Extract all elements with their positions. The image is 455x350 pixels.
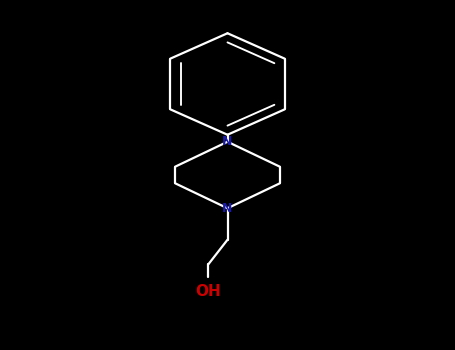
Text: N: N <box>222 202 233 215</box>
Text: N: N <box>222 135 233 148</box>
Text: OH: OH <box>196 285 221 300</box>
